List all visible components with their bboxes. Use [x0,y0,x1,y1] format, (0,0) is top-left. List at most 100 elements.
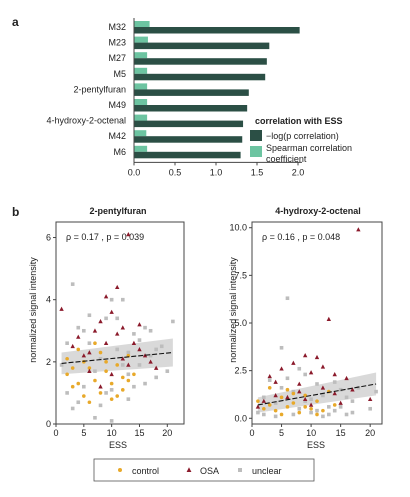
point-control [315,412,319,417]
b2-x-axis-label: ESS [307,440,325,450]
point-unclear [279,385,284,390]
bar-category-label: M32 [108,22,126,32]
point-osa [356,227,361,232]
point-unclear [338,405,343,409]
legend-a-label-light-1: Spearman correlation [266,143,352,153]
bar-neglogp [134,105,248,112]
point-unclear [273,414,278,419]
point-unclear [137,363,142,367]
point-unclear [115,316,120,321]
point-control [87,366,92,370]
confidence-band [257,372,377,413]
point-unclear [154,375,158,380]
point-osa [273,393,278,398]
x-tick-label: 0.0 [128,167,141,177]
x-tick-label: 0 [53,428,58,438]
point-unclear [350,399,355,403]
point-control [98,391,103,395]
point-unclear [332,380,337,384]
point-control [126,378,131,383]
point-unclear [70,406,75,411]
point-control [93,341,97,346]
x-tick-label: 15 [134,428,144,438]
point-control [132,372,136,377]
trend-line [257,383,377,406]
point-unclear [267,378,272,382]
point-osa [261,398,267,403]
point-unclear [321,393,325,398]
point-unclear [126,350,131,355]
point-osa [81,353,87,358]
point-control [82,394,86,398]
point-control [279,395,284,400]
bar-neglogp [134,27,300,34]
x-tick-label: 20 [162,428,172,438]
y-tick-label: 2.5 [234,366,247,376]
point-osa [291,360,296,365]
point-osa [103,340,109,345]
point-unclear [87,341,92,345]
point-unclear [65,391,69,395]
b2-y-axis-label: normalized signal intensity [228,257,238,363]
bar-spearman [134,130,147,137]
point-osa [109,309,114,314]
legend-unclear-marker [238,468,242,472]
point-unclear [321,414,325,419]
x-tick-label: 5 [279,428,284,438]
bar-category-label: 4-hydroxy-2-octenal [46,116,126,126]
legend-a-swatch-dark [250,130,262,141]
point-osa [302,352,308,358]
point-unclear [65,341,69,345]
point-osa [350,387,355,392]
point-control [115,363,120,367]
point-unclear [148,328,153,333]
legend-osa-marker [186,467,192,472]
bar-neglogp [134,120,244,128]
bar-category-label: M27 [108,53,126,63]
point-unclear [297,366,302,371]
point-unclear [171,319,175,324]
bar-category-label: M49 [108,100,126,110]
point-osa [120,325,125,330]
point-control [65,372,69,377]
point-osa [308,370,314,375]
point-control [303,393,307,398]
point-control [279,412,284,417]
point-unclear [126,397,131,401]
point-osa [297,381,302,386]
point-osa [137,347,142,352]
point-control [109,397,114,401]
point-control [267,403,272,407]
point-control [65,356,69,361]
point-unclear [87,313,92,318]
point-osa [255,404,261,409]
bar-neglogp [134,73,266,81]
point-control [120,388,125,392]
point-control [109,381,114,386]
point-unclear [143,325,147,330]
point-unclear [291,412,296,417]
point-osa [267,373,272,379]
point-control [115,394,120,398]
point-unclear [109,388,114,392]
panel-a-letter: a [12,15,19,29]
confidence-band [61,338,173,375]
point-unclear [82,384,86,389]
point-osa [308,402,314,407]
point-osa [98,384,103,389]
point-control [332,403,337,407]
point-osa [297,389,302,394]
point-osa [320,385,326,390]
point-unclear [104,316,108,321]
point-unclear [368,406,372,411]
point-unclear [93,369,97,373]
point-control [321,408,325,413]
panel-b-letter: b [12,205,19,219]
point-unclear [120,297,125,302]
point-unclear [291,389,296,394]
b1-title: 2-pentylfuran [89,206,146,216]
point-osa [126,362,131,367]
b2-annotation: ρ = 0.16 , p = 0.048 [262,232,340,242]
point-unclear [315,408,319,413]
